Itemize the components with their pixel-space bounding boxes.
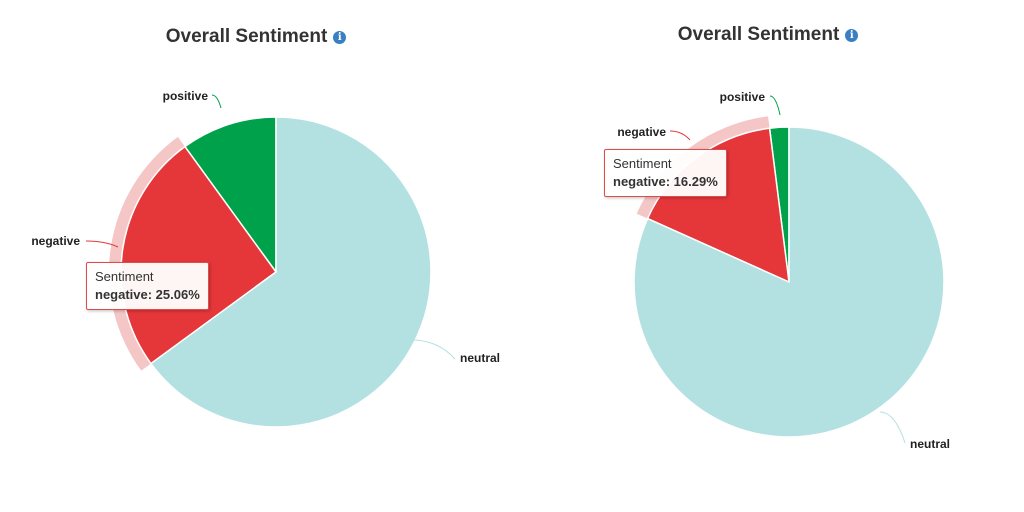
- slice-label-neutral: neutral: [910, 437, 950, 451]
- pie-chart: positive negative neutral: [31, 89, 500, 428]
- chart-panel-left: Overall Sentiment i positive negative neutr…: [31, 26, 500, 428]
- slice-label-positive: positive: [720, 90, 766, 104]
- tooltip-value: negative: 25.06%: [95, 287, 200, 302]
- connector-neutral: [879, 411, 906, 444]
- slice-halo-negative: [636, 116, 770, 219]
- connector-positive: [211, 94, 222, 109]
- pie-slice-neutral[interactable]: [633, 126, 945, 438]
- slice-label-neutral: neutral: [460, 351, 500, 365]
- slice-halo-negative: [109, 136, 185, 371]
- slice-label-negative: negative: [617, 125, 666, 139]
- chart-title: Overall Sentiment: [677, 24, 840, 45]
- info-icon[interactable]: i: [845, 29, 859, 42]
- slice-label-negative: negative: [31, 234, 80, 248]
- tooltip-value: negative: 16.29%: [613, 174, 718, 189]
- tooltip-series: Sentiment: [95, 269, 154, 284]
- pie-slice-neutral[interactable]: [150, 116, 432, 428]
- connector-negative: [669, 130, 691, 141]
- pie-slice-positive[interactable]: [184, 116, 277, 273]
- connector-positive: [769, 95, 781, 116]
- connector-neutral: [411, 339, 456, 360]
- tooltip: Sentiment negative: 16.29%: [604, 149, 727, 197]
- chart-panel-right: Overall Sentiment i positive negative neutr…: [512, 0, 1024, 512]
- pie-chart: positive negative neutral: [617, 90, 950, 451]
- info-icon[interactable]: i: [333, 31, 347, 44]
- tooltip-series: Sentiment: [613, 156, 672, 171]
- slice-label-positive: positive: [163, 89, 209, 103]
- connector-negative: [85, 240, 119, 248]
- chart-title: Overall Sentiment: [165, 26, 328, 47]
- tooltip: Sentiment negative: 25.06%: [86, 262, 209, 310]
